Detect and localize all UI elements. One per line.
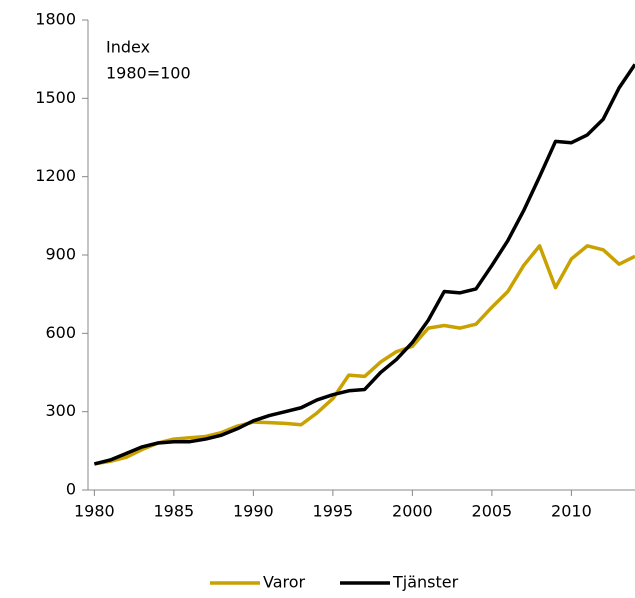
x-tick-label: 1985 xyxy=(154,502,195,521)
legend-label: Tjänster xyxy=(392,573,459,592)
x-tick-label: 1990 xyxy=(233,502,274,521)
legend-label: Varor xyxy=(263,573,306,592)
y-tick-label: 300 xyxy=(45,401,76,420)
x-tick-label: 2000 xyxy=(392,502,433,521)
y-tick-label: 0 xyxy=(66,480,76,499)
y-tick-label: 600 xyxy=(45,323,76,342)
x-tick-label: 2010 xyxy=(551,502,592,521)
line xyxy=(93,63,635,466)
x-tick-label: 2005 xyxy=(472,502,513,521)
y-tick-label: 1800 xyxy=(35,10,76,29)
annotation: 1980=100 xyxy=(106,64,191,83)
x-tick-label: 1980 xyxy=(74,502,115,521)
y-tick-label: 900 xyxy=(45,245,76,264)
annotation: Index xyxy=(106,38,150,57)
x-tick-label: 1995 xyxy=(313,502,354,521)
line xyxy=(94,244,635,466)
y-tick-label: 1500 xyxy=(35,88,76,107)
y-tick-label: 1200 xyxy=(35,166,76,185)
